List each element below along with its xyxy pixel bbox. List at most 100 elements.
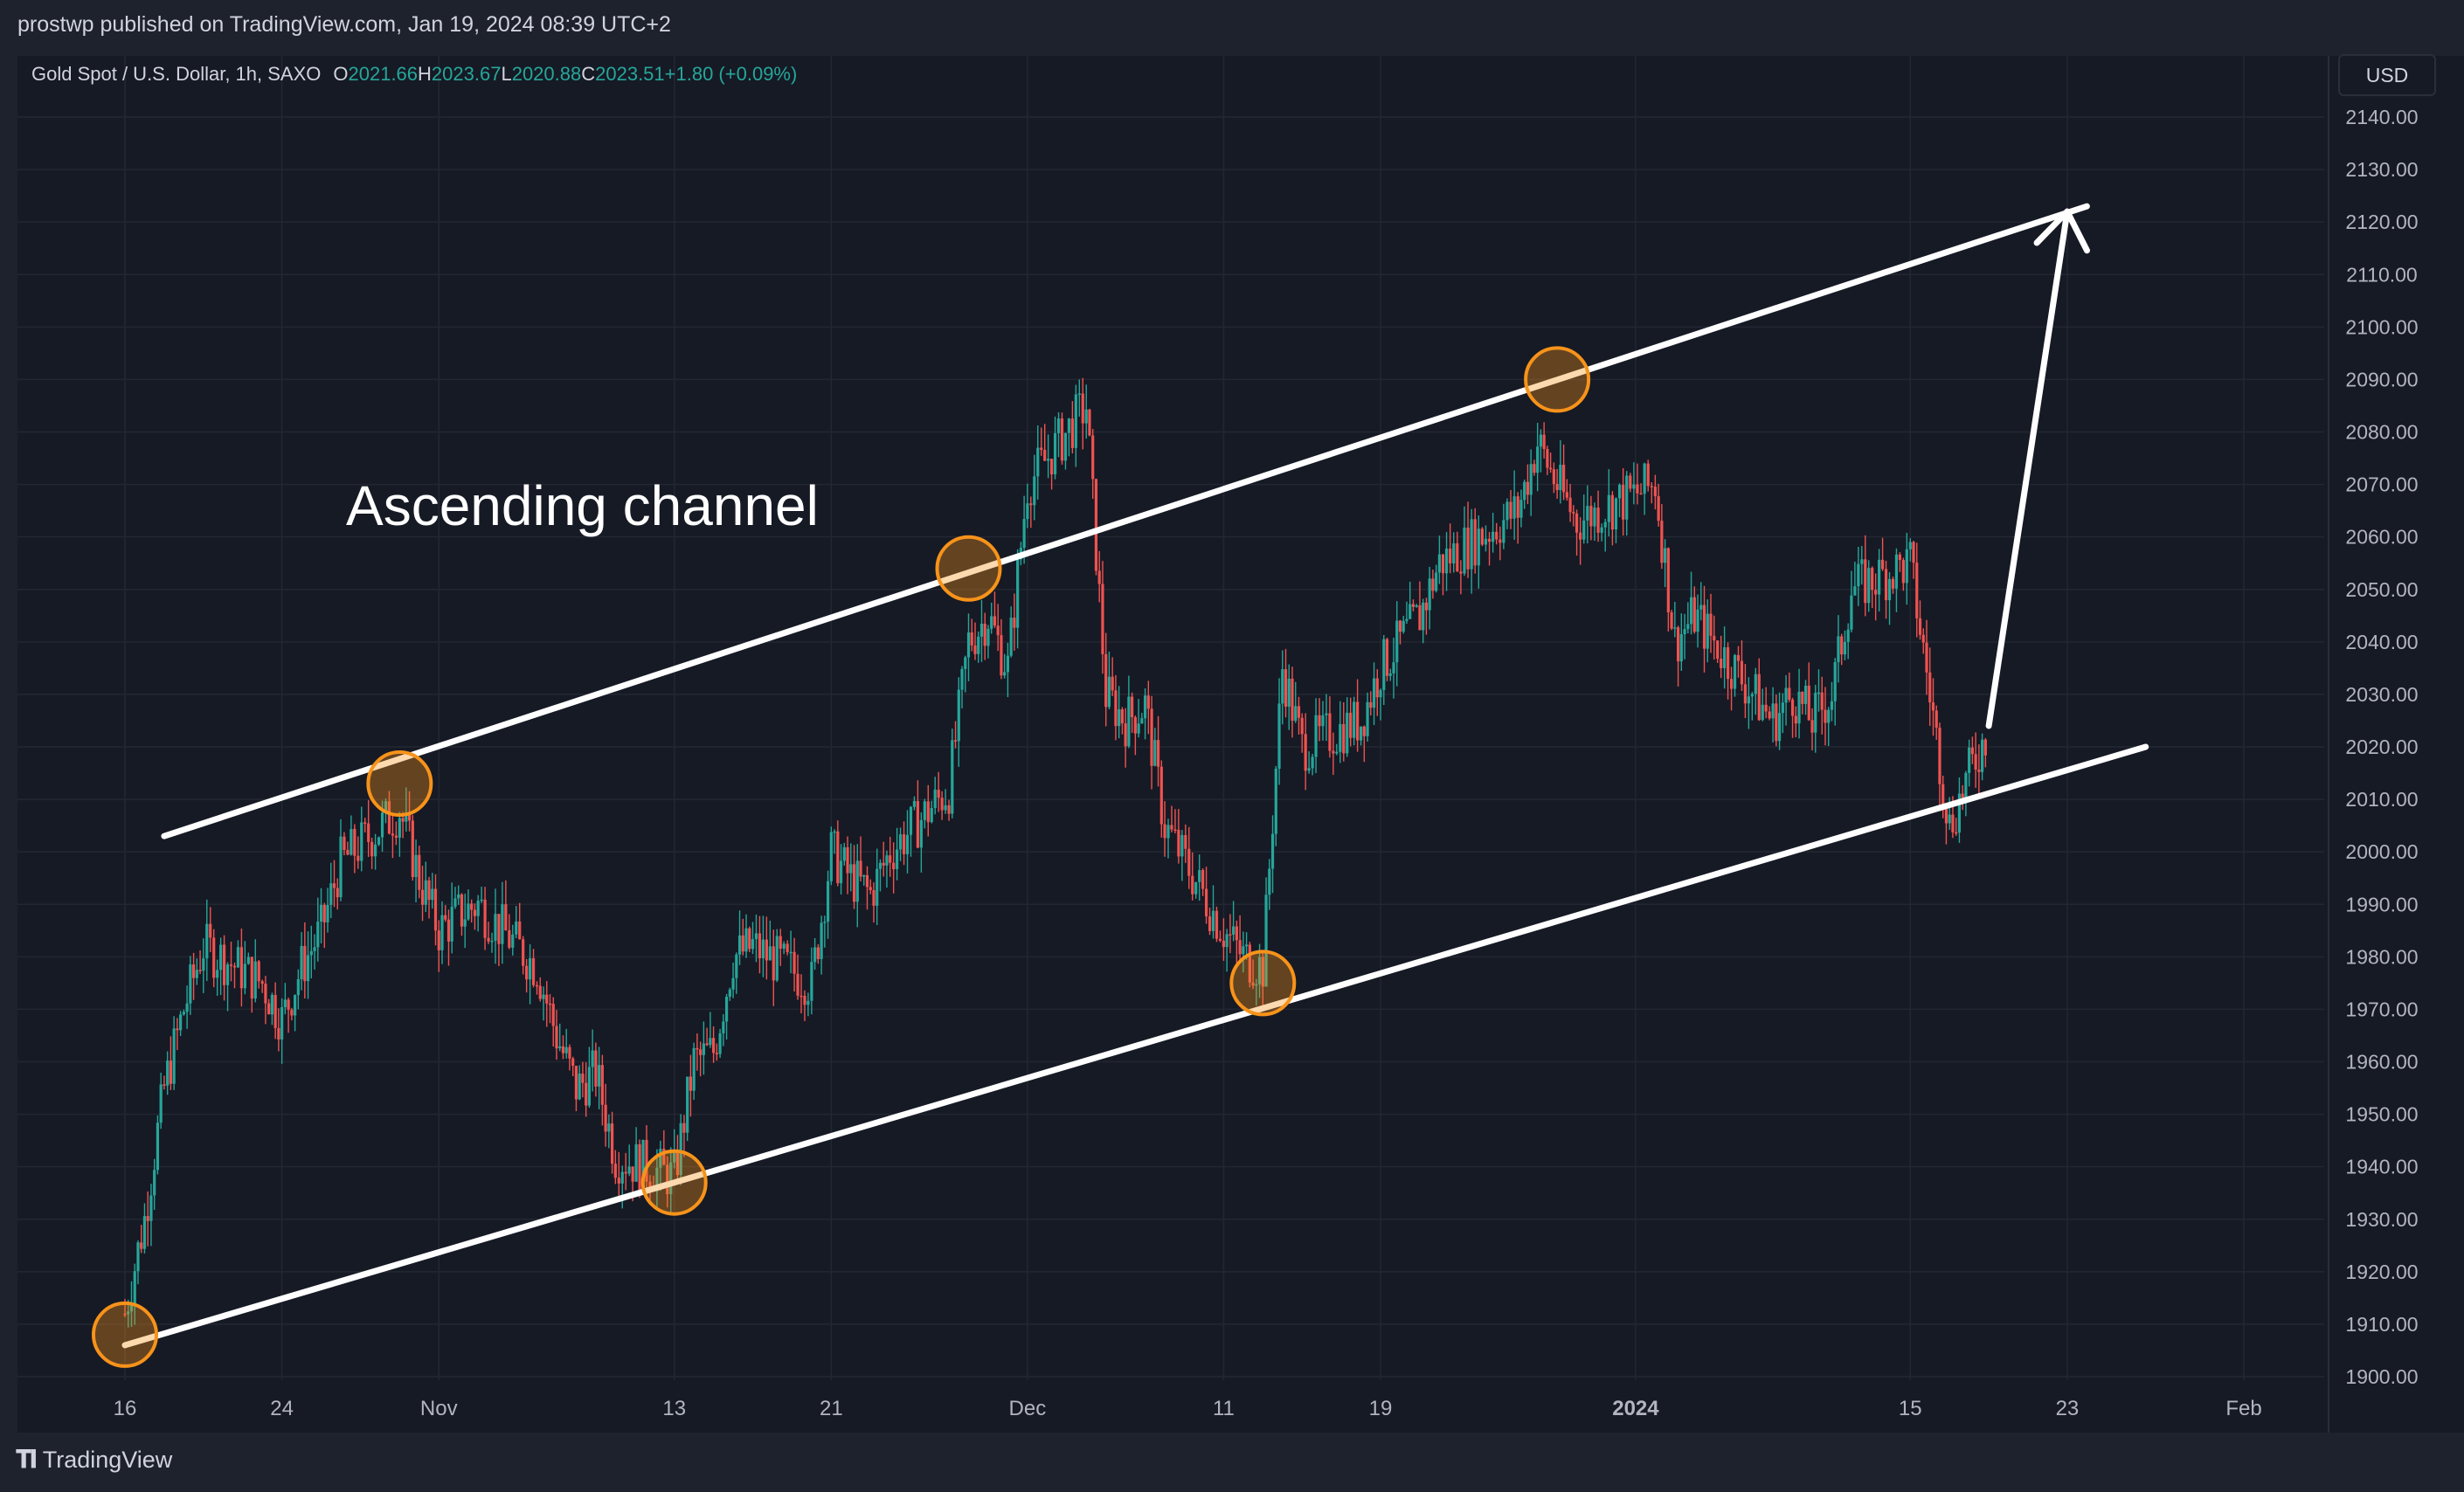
candle-body xyxy=(1053,432,1057,475)
candle-body xyxy=(1063,432,1068,461)
symbol-name: Gold Spot / U.S. Dollar, 1h, SAXO xyxy=(31,63,322,85)
candle-body xyxy=(876,868,879,906)
candle-body xyxy=(1297,706,1301,718)
candle-body xyxy=(405,812,408,822)
candle-body xyxy=(1629,475,1632,489)
candle-body xyxy=(1009,618,1013,656)
touch-marker xyxy=(366,750,433,818)
candle-body xyxy=(1328,713,1332,751)
candle-body xyxy=(1864,559,1867,604)
candle-body xyxy=(1740,660,1744,685)
candle-body xyxy=(1964,772,1968,799)
high-value: 2023.67 xyxy=(431,63,502,85)
currency-button[interactable]: USD xyxy=(2338,54,2436,96)
candle-body xyxy=(356,855,360,861)
candle-body xyxy=(1781,702,1784,714)
candle-body xyxy=(1043,449,1047,461)
candle-body xyxy=(1067,418,1071,433)
candle-body xyxy=(1398,620,1402,632)
candle-body xyxy=(1198,870,1201,882)
candle-body xyxy=(673,1152,676,1163)
x-tick-label: 16 xyxy=(114,1397,137,1420)
candle-body xyxy=(1339,723,1342,752)
low-value: 2020.88 xyxy=(511,63,582,85)
candle-body xyxy=(1617,484,1622,499)
candle-body xyxy=(1915,563,1919,618)
candle-body xyxy=(1720,659,1723,668)
candle-body xyxy=(123,1313,127,1316)
candle-body xyxy=(926,801,930,823)
candle-body xyxy=(1526,481,1530,495)
candle-body xyxy=(1664,548,1667,563)
candle-body xyxy=(1131,696,1134,718)
candle-body xyxy=(892,862,896,870)
candle-body xyxy=(306,955,310,982)
candle-body xyxy=(842,846,846,861)
candle-body xyxy=(329,883,333,905)
candle-body xyxy=(1961,793,1964,799)
candle-body xyxy=(977,636,980,654)
candle-body xyxy=(1424,602,1429,611)
candle-body xyxy=(440,915,444,950)
candle-body xyxy=(966,632,971,658)
candle-body xyxy=(1775,703,1778,742)
candle-body xyxy=(1505,501,1509,521)
candle-body xyxy=(1281,669,1284,704)
candle-body xyxy=(1332,750,1335,754)
candle-body xyxy=(1516,496,1519,518)
x-tick-label: Nov xyxy=(420,1397,458,1420)
candle-body xyxy=(551,1004,555,1026)
candle-body xyxy=(1777,713,1782,742)
candle-body xyxy=(129,1304,134,1312)
candle-body xyxy=(1622,484,1625,520)
candle-body xyxy=(1679,634,1683,662)
candle-body xyxy=(1177,829,1180,857)
candle-body xyxy=(1699,604,1703,610)
candle-body xyxy=(156,1122,160,1171)
candle-body xyxy=(257,961,260,982)
candle-body xyxy=(1565,492,1568,498)
candle-body xyxy=(216,970,219,978)
candle-body xyxy=(1750,694,1754,697)
candle-body xyxy=(250,957,253,999)
candle-body xyxy=(407,812,412,821)
candle-body xyxy=(1118,709,1121,727)
candle-body xyxy=(1653,487,1657,497)
candle-body xyxy=(1646,463,1650,487)
candle-body xyxy=(525,965,529,980)
candle-body xyxy=(163,1084,166,1086)
candle-body xyxy=(1104,653,1108,708)
low-label: L xyxy=(501,63,512,85)
candle-body xyxy=(1696,609,1699,632)
candle-body xyxy=(1484,538,1488,545)
candle-body xyxy=(1803,685,1808,704)
candle-body xyxy=(185,1003,189,1012)
candle-body xyxy=(313,947,316,951)
candle-body xyxy=(648,1181,652,1189)
candle-body xyxy=(558,1046,562,1049)
candle-body xyxy=(283,999,287,1008)
candle-body xyxy=(501,904,504,944)
x-tick-label: Feb xyxy=(2225,1397,2261,1420)
candle-body xyxy=(1036,447,1040,477)
candle-body xyxy=(1977,769,1981,772)
candle-body xyxy=(287,999,290,1010)
candle-body xyxy=(662,1149,666,1165)
candle-body xyxy=(1833,662,1837,701)
candle-body xyxy=(1304,734,1307,771)
tradingview-brand[interactable]: 𝐓𝐈 TradingView xyxy=(16,1446,172,1475)
candle-body xyxy=(182,1012,185,1015)
candle-body xyxy=(692,1047,696,1091)
symbol-legend[interactable]: Gold Spot / U.S. Dollar, 1h, SAXO O 2021… xyxy=(31,63,797,86)
candle-body xyxy=(1519,500,1523,518)
candle-body xyxy=(1632,484,1636,489)
candle-body xyxy=(1713,635,1716,641)
candle-body xyxy=(1860,559,1864,564)
candle-body xyxy=(1456,542,1459,572)
candle-body xyxy=(1382,639,1386,690)
candle-body xyxy=(1388,673,1392,676)
touch-marker xyxy=(1524,346,1591,413)
candle-body xyxy=(561,1046,565,1053)
candle-body xyxy=(634,1143,638,1182)
